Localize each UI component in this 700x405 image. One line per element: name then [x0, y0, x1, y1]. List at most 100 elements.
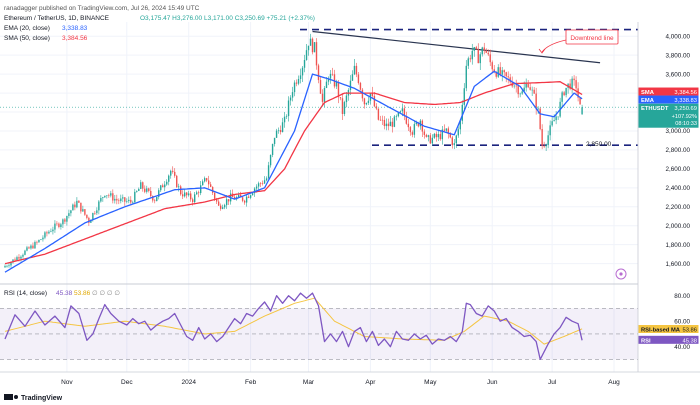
- time-tick-label: 2024: [181, 379, 196, 386]
- candle-body: [245, 196, 248, 203]
- candle-body: [299, 75, 302, 80]
- candle-body: [383, 119, 386, 127]
- candle-body: [168, 175, 170, 182]
- candle-body: [148, 188, 150, 191]
- candle-body: [30, 245, 32, 249]
- candle-body: [182, 194, 184, 197]
- time-tick-label: Feb: [245, 379, 257, 386]
- rsi-tick-label: 80.00: [674, 293, 690, 300]
- candle-body: [543, 145, 545, 147]
- price-tick-label: 2,400.00: [665, 185, 690, 192]
- candle-body: [395, 116, 398, 117]
- candle-body: [52, 229, 54, 232]
- candle-body: [467, 58, 469, 66]
- candle-body: [199, 185, 202, 194]
- candle-body: [391, 121, 394, 127]
- candle-body: [375, 106, 378, 109]
- candle-body: [273, 137, 276, 144]
- symbol-title[interactable]: Ethereum / TetherUS, 1D, BINANCE: [4, 15, 110, 22]
- candle-body: [539, 108, 541, 130]
- rsi-legend-value: 45.38: [56, 290, 73, 297]
- candle-body: [40, 239, 42, 240]
- candle-body: [239, 194, 242, 198]
- candle-body: [188, 193, 190, 196]
- candle-body: [64, 219, 66, 222]
- candle-body: [353, 65, 356, 75]
- candle-body: [305, 50, 308, 61]
- candle-body: [519, 93, 521, 95]
- ema-price-badge-value: 3,338.83: [674, 98, 697, 104]
- candle-body: [565, 87, 567, 96]
- last-price-badge: ETHUSDT 3,250.69 +107.92%08:10:33: [638, 103, 699, 128]
- rsi-ma-badge-value: 53.86: [682, 328, 697, 334]
- candle-body: [197, 192, 200, 194]
- rsi-ma-badge: RSI-based MA 53.86: [638, 325, 699, 334]
- candle-body: [491, 62, 493, 70]
- candle-body: [429, 135, 432, 144]
- downtrend-annotation-box[interactable]: [565, 29, 619, 45]
- candle-body: [439, 134, 442, 140]
- candle-body: [453, 143, 455, 146]
- candle-body: [495, 72, 497, 77]
- candle-body: [76, 200, 78, 208]
- candle-body: [164, 184, 166, 188]
- candle-body: [315, 42, 318, 66]
- candle-body: [549, 125, 551, 136]
- candle-body: [487, 52, 489, 55]
- ema-legend-value: 3,338.83: [62, 25, 88, 32]
- candle-body: [4, 266, 6, 268]
- ema-legend-label[interactable]: EMA (20, close): [4, 25, 50, 32]
- rsi-band: [0, 308, 638, 360]
- rsi-badge: RSI 45.38: [638, 335, 699, 344]
- candle-body: [150, 190, 152, 197]
- rsi-ma-badge-label: RSI-based MA: [641, 328, 681, 334]
- candle-body: [535, 93, 537, 110]
- candle-body: [509, 77, 511, 83]
- rsi-tick-label: 40.00: [674, 344, 690, 351]
- candle-body: [397, 112, 400, 117]
- candle-body: [154, 200, 156, 202]
- price-tick-label: 1,600.00: [665, 261, 690, 268]
- candle-body: [267, 165, 270, 179]
- candle-body: [72, 204, 74, 211]
- candle-body: [423, 131, 426, 135]
- candle-body: [78, 200, 80, 203]
- candle-body: [547, 135, 549, 146]
- candle-body: [243, 200, 246, 203]
- rsi-tick-label: 60.00: [674, 318, 690, 325]
- price-tick-label: 3,000.00: [665, 128, 690, 135]
- candle-body: [477, 48, 479, 64]
- sma-price-badge-value: 3,384.56: [674, 90, 697, 96]
- candle-body: [14, 259, 16, 261]
- candle-body: [34, 241, 36, 249]
- time-tick-label: May: [424, 379, 437, 386]
- candle-body: [387, 123, 390, 127]
- ema-price-badge-bg: [638, 95, 699, 104]
- candle-body: [469, 58, 471, 60]
- ema20-line: [4, 70, 583, 273]
- candle-body: [116, 198, 118, 201]
- axes: 1,600.00 1,800.00 2,000.00 2,200.00 2,400.00…: [0, 22, 700, 386]
- candle-body: [178, 186, 180, 188]
- candle-body: [537, 108, 539, 110]
- candle-body: [313, 42, 316, 53]
- candle-body: [483, 47, 485, 51]
- rsi-legend-label[interactable]: RSI (14, close): [4, 290, 47, 297]
- replay-icon[interactable]: [615, 268, 627, 280]
- candle-body: [80, 202, 82, 212]
- rsi-lines: [4, 292, 583, 361]
- candle-body: [88, 217, 90, 223]
- candle-body: [160, 185, 162, 191]
- candle-body: [343, 102, 346, 114]
- support-level-label: 2,850.00: [586, 141, 612, 148]
- candle-body: [523, 87, 525, 92]
- sma-legend-label[interactable]: SMA (50, close): [4, 35, 50, 42]
- candle-body: [194, 194, 196, 203]
- candle-body: [321, 93, 324, 102]
- candle-body: [128, 199, 130, 202]
- candle-body: [361, 89, 364, 99]
- candle-body: [96, 210, 98, 214]
- candle-body: [505, 72, 507, 77]
- candle-body: [501, 70, 503, 75]
